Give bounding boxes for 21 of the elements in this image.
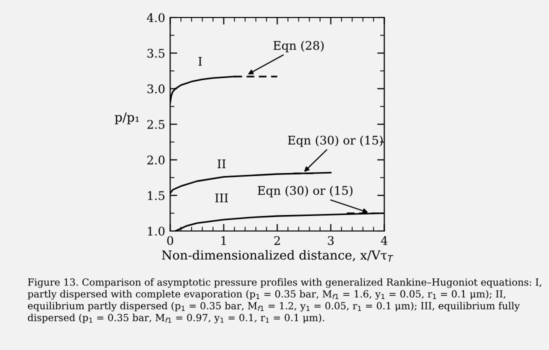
y-tick-label: 3.5: [147, 48, 164, 58]
y-tick-label: 3.0: [147, 84, 165, 94]
y-tick-label: 1.0: [148, 226, 165, 236]
annotation: I: [198, 56, 202, 66]
y-tick-label: 2.5: [147, 120, 164, 129]
y-tick-label: 2.0: [147, 156, 165, 164]
x-tick-label: 4: [380, 236, 388, 245]
annotation: II: [218, 159, 226, 168]
y-axis-title: p/p₁: [114, 112, 139, 124]
x-tick-label: 1: [221, 236, 226, 245]
annotation: Eqn (30) or (15): [258, 186, 352, 198]
y-tick-label: 1.5: [148, 191, 164, 200]
annotation: Eqn (30) or (15): [288, 136, 383, 147]
y-tick-label: 4.0: [146, 13, 165, 22]
annotation: Eqn (28): [273, 40, 324, 52]
annotation: III: [215, 194, 228, 202]
x-tick-label: 0: [167, 236, 174, 245]
x-axis-title: Non-dimensionalized distance, x/Vτ$_{T}$: [162, 250, 394, 262]
x-tick-label: 2: [274, 236, 280, 245]
x-tick-label: 3: [328, 236, 334, 245]
text: Figure 13. Comparison of asymptotic pressure profiles with generalized Rankine–Hugoniot equations: I, partly dispersed with complete evaporation (p$_{1}$ = 0.35 bar, M$_{f1}$ = 1.6, y$_{1}$ = 0.05, r$_{1}$ = 0.1 μm); II, equilibrium partly dispersed (p$_{1}$ = 0.35 bar, M$_{f1}$ = 1.2, y$_{1}$ = 0.05, r$_{1}$ = 0.1 μm); III, equilibrium fully dispersed (p$_{1}$ = 0.35 bar, M$_{f1}$ = 0.97, y$_{1}$ = 0.1, r$_{1}$ = 0.1 μm).: [28, 278, 542, 324]
